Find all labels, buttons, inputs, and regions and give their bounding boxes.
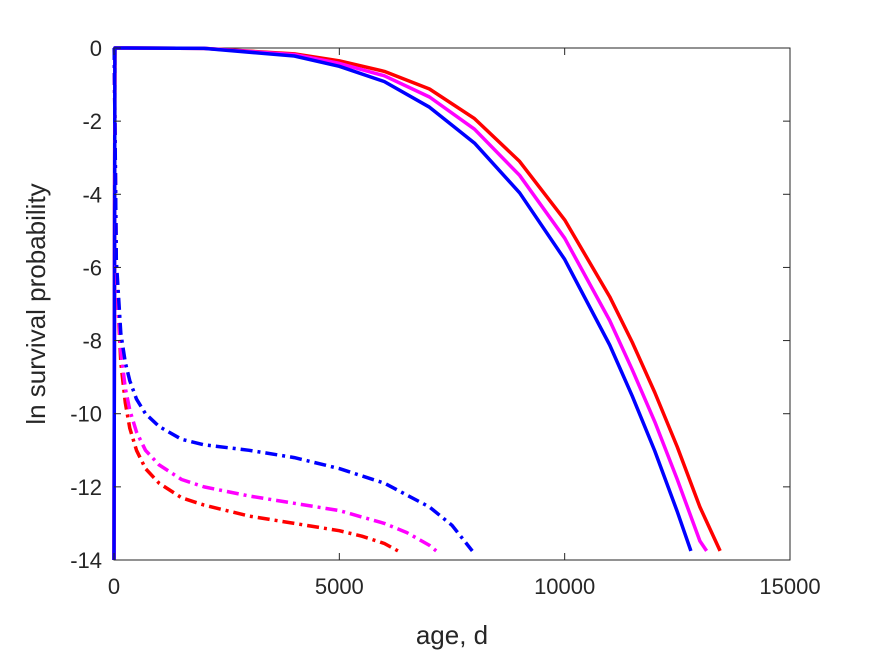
plot-area: 0 5000 10000 15000 0 -2 -4 -6 -8 -10 -12 -14 bbox=[70, 36, 820, 599]
y-tick-label: -14 bbox=[70, 548, 102, 573]
series-line-3 bbox=[112, 46, 693, 561]
x-tick-label: 10000 bbox=[534, 574, 595, 599]
series-line-6 bbox=[112, 47, 474, 552]
y-tick-label: -10 bbox=[70, 402, 102, 427]
series-lines bbox=[112, 46, 722, 561]
y-tick-label: -12 bbox=[70, 475, 102, 500]
y-tick-label: -6 bbox=[82, 255, 102, 280]
axes-box bbox=[113, 47, 791, 561]
y-axis-label: ln survival probability bbox=[21, 183, 51, 424]
x-axis-label: age, d bbox=[416, 620, 488, 650]
axis-ticks: 0 5000 10000 15000 0 -2 -4 -6 -8 -10 -12 -14 bbox=[70, 36, 820, 599]
x-tick-label: 5000 bbox=[315, 574, 364, 599]
y-tick-label: 0 bbox=[90, 36, 102, 61]
x-tick-label: 0 bbox=[108, 574, 120, 599]
x-tick-label: 15000 bbox=[759, 574, 820, 599]
y-tick-label: -4 bbox=[82, 182, 102, 207]
series-line-5 bbox=[112, 47, 438, 553]
y-tick-label: -2 bbox=[82, 109, 102, 134]
y-tick-label: -8 bbox=[82, 329, 102, 354]
